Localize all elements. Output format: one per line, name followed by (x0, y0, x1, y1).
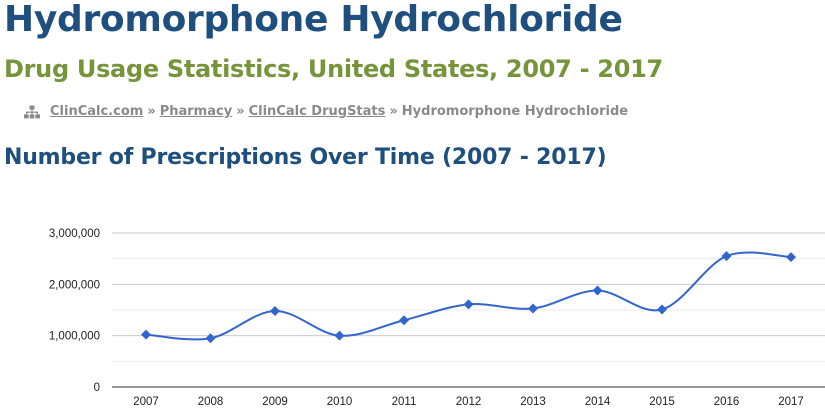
data-point (141, 329, 151, 340)
breadcrumb-separator: » (236, 104, 245, 119)
x-tick-label: 2016 (714, 396, 740, 408)
x-tick-label: 2015 (649, 396, 675, 408)
breadcrumb-separator: » (389, 104, 398, 119)
data-point (657, 304, 667, 315)
breadcrumb-separator: » (147, 104, 156, 119)
x-tick-label: 2010 (327, 396, 353, 408)
x-tick-label: 2013 (520, 396, 546, 408)
x-tick-label: 2014 (585, 396, 611, 408)
sitemap-icon (24, 105, 40, 119)
y-tick-label: 2,000,000 (49, 279, 100, 291)
page-subtitle: Drug Usage Statistics, United States, 20… (4, 55, 663, 83)
y-tick-label: 0 (94, 382, 100, 394)
breadcrumb: ClinCalc.com » Pharmacy » ClinCalc DrugS… (24, 102, 628, 122)
y-tick-label: 3,000,000 (49, 228, 100, 240)
breadcrumb-link-drugstats[interactable]: ClinCalc DrugStats (248, 104, 386, 119)
data-point (528, 303, 538, 314)
prescriptions-chart: 0 1,000,000 2,000,000 3,000,000 2007 2008 2009… (0, 215, 825, 415)
data-point (721, 251, 732, 262)
x-tick-label: 2009 (262, 396, 288, 408)
series-line (145, 251, 792, 341)
x-tick-label: 2012 (456, 396, 482, 408)
data-point (334, 330, 345, 341)
section-heading: Number of Prescriptions Over Time (2007 … (4, 145, 607, 170)
x-tick-label: 2008 (198, 396, 224, 408)
data-point (399, 315, 409, 326)
x-tick-label: 2017 (778, 396, 804, 408)
data-point (786, 252, 796, 263)
x-tick-label: 2007 (133, 396, 159, 408)
data-point (463, 299, 474, 310)
prescriptions-chart-svg: 0 1,000,000 2,000,000 3,000,000 2007 2008 2009… (49, 228, 825, 408)
x-tick-label: 2011 (392, 396, 417, 408)
y-tick-label: 1,000,000 (49, 331, 100, 343)
data-point (270, 306, 280, 317)
breadcrumb-current: Hydromorphone Hydrochloride (401, 104, 629, 119)
breadcrumb-link-clincalc[interactable]: ClinCalc.com (50, 104, 144, 119)
data-point (592, 285, 603, 296)
breadcrumb-link-pharmacy[interactable]: Pharmacy (159, 104, 233, 119)
data-point (205, 333, 216, 344)
page-title: Hydromorphone Hydrochloride (4, 0, 623, 40)
